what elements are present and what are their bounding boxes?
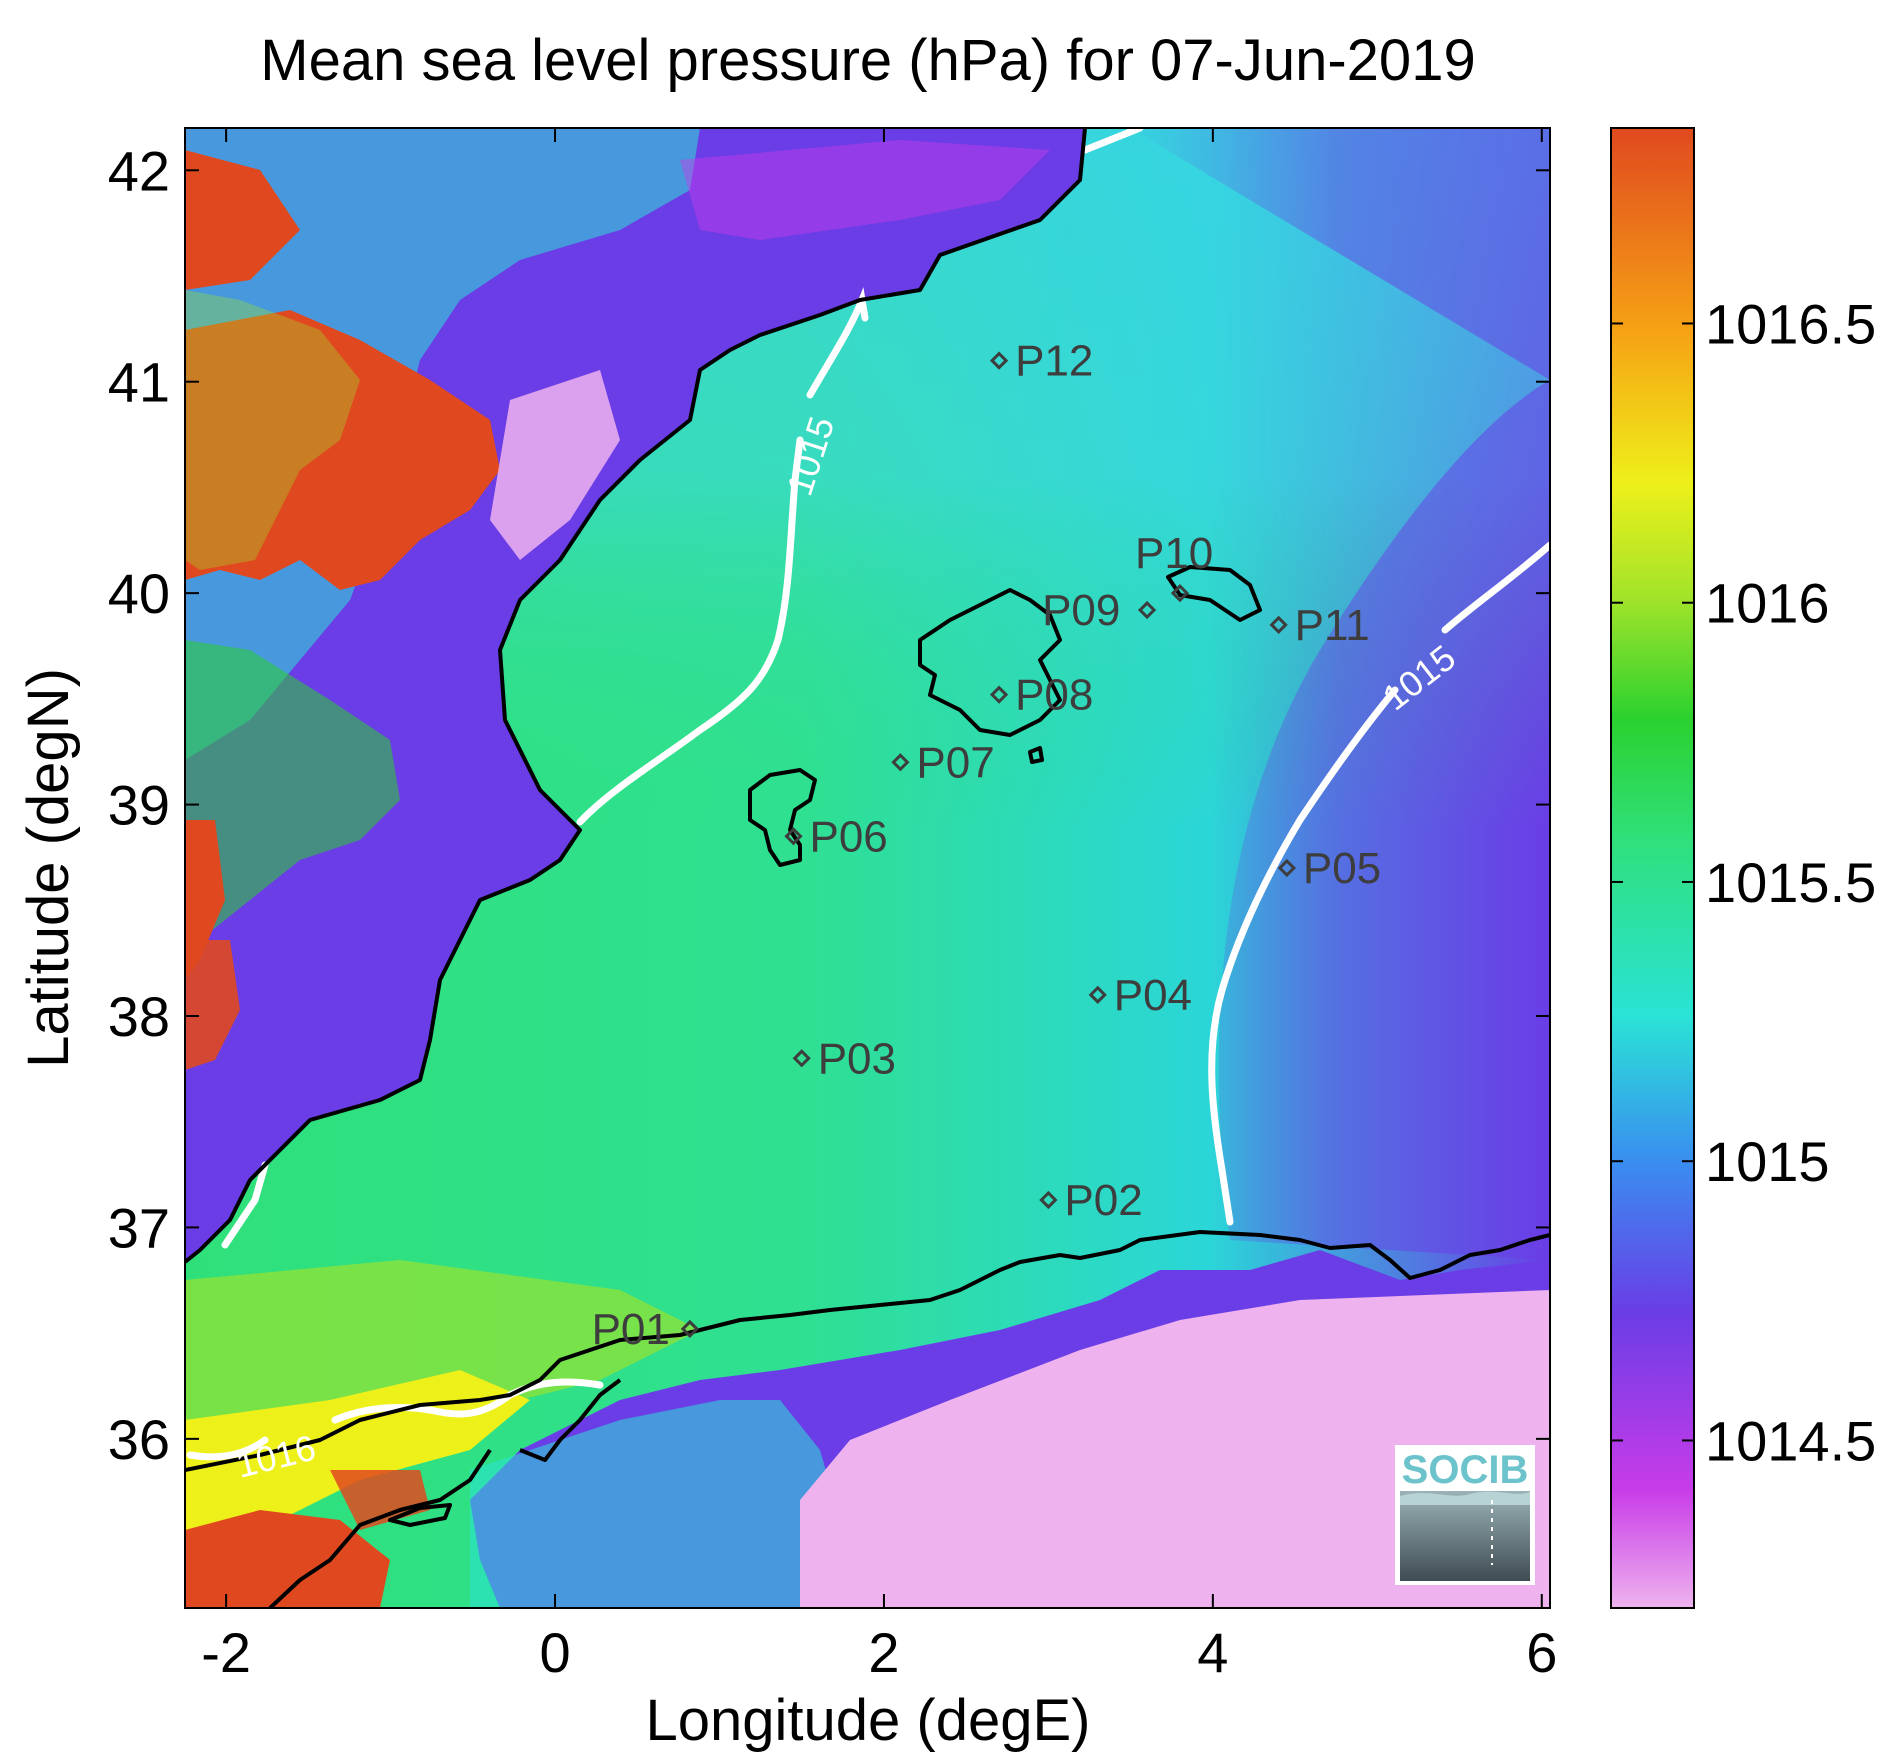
colorbar-tick-label: 1016.5: [1705, 292, 1876, 355]
contour-lines: [186, 128, 1550, 1461]
station-marker: [1269, 615, 1288, 634]
colorbar: [1611, 128, 1694, 1608]
colorbar-tick-label: 1015: [1705, 1130, 1830, 1193]
y-axis-ticks: 36 37 38 39 40 41 42: [108, 139, 1550, 1471]
station-label: P03: [818, 1034, 896, 1083]
y-axis-label: Latitude (degN): [16, 668, 81, 1068]
pressure-field: [185, 128, 1550, 1608]
y-tick-label: 42: [108, 139, 170, 202]
station-marker: [989, 351, 1009, 370]
y-tick-label: 40: [108, 562, 170, 625]
station-label: P06: [809, 812, 887, 861]
colorbar-ticks: 1014.5 1015 1015.5 1016 1016.5: [1611, 292, 1876, 1472]
colorbar-tick-label: 1015.5: [1705, 851, 1876, 914]
y-tick-label: 37: [108, 1196, 170, 1259]
colorbar-frame: [1610, 127, 1695, 1609]
station-label: P08: [1015, 671, 1093, 720]
station-marker: [1170, 584, 1190, 603]
y-tick-label: 38: [108, 985, 170, 1048]
colorbar-tick-label: 1014.5: [1705, 1409, 1876, 1472]
x-axis-ticks: -2 0 2 4 6: [201, 128, 1557, 1684]
station-markers: P01 P02 P03 P04 P05 P06 P07 P08 P09 P10 P11 P12: [592, 337, 1382, 1354]
y-tick-label: 39: [108, 774, 170, 837]
station-label: P04: [1114, 971, 1192, 1020]
station-marker: [1277, 858, 1296, 878]
x-tick-label: 4: [1197, 1621, 1228, 1684]
x-axis-label: Longitude (degE): [646, 1688, 1091, 1753]
y-tick-label: 41: [108, 351, 170, 414]
station-marker: [1137, 600, 1157, 620]
station-label: P07: [916, 738, 994, 787]
station-marker: [784, 827, 803, 846]
station-label: P10: [1135, 529, 1213, 578]
x-tick-label: -2: [201, 1621, 251, 1684]
logo-text: SOCIB: [1402, 1448, 1529, 1492]
station-marker: [792, 1049, 811, 1068]
station-label: P01: [592, 1305, 670, 1354]
station-label: P09: [1042, 586, 1120, 635]
station-marker: [1039, 1190, 1058, 1210]
station-label: P02: [1064, 1176, 1142, 1225]
colorbar-tick-label: 1016: [1705, 572, 1830, 635]
station-label: P12: [1015, 337, 1093, 386]
socib-logo: SOCIB: [1395, 1445, 1535, 1585]
x-tick-label: 2: [868, 1621, 899, 1684]
station-marker: [680, 1319, 700, 1339]
chart-title: Mean sea level pressure (hPa) for 07-Jun…: [260, 28, 1475, 93]
x-tick-label: 0: [539, 1621, 570, 1684]
station-label: P05: [1303, 844, 1381, 893]
plot-frame: [184, 127, 1551, 1609]
coastlines: [185, 128, 1550, 1608]
y-tick-label: 36: [108, 1408, 170, 1471]
x-tick-label: 6: [1526, 1621, 1557, 1684]
station-label: P11: [1295, 601, 1370, 650]
station-marker: [891, 753, 910, 772]
station-marker: [989, 685, 1009, 704]
station-marker: [1088, 985, 1107, 1004]
